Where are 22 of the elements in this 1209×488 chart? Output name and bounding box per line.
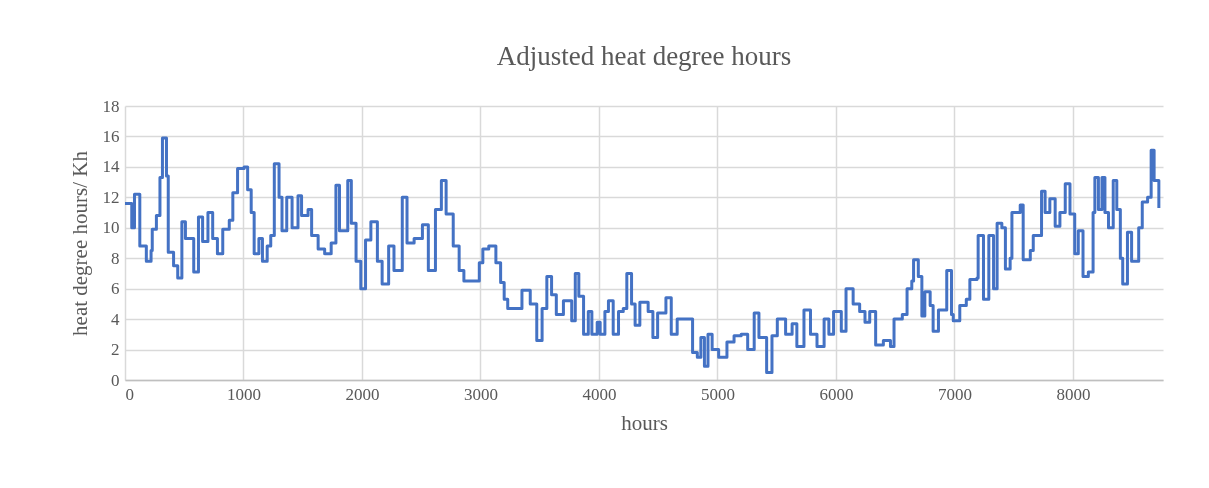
x-tick-label: 2000 bbox=[345, 384, 380, 404]
y-tick-label: 8 bbox=[111, 248, 120, 268]
x-tick-label: 1000 bbox=[226, 384, 261, 404]
y-tick-label: 4 bbox=[111, 309, 120, 329]
y-tick-label: 14 bbox=[102, 157, 120, 177]
x-tick-label: 3000 bbox=[463, 384, 498, 404]
y-tick-label: 0 bbox=[111, 370, 120, 390]
x-tick-label: 0 bbox=[125, 384, 134, 404]
y-axis-title: heat degree hours/ Kh bbox=[67, 150, 92, 336]
y-tick-label: 2 bbox=[111, 340, 120, 360]
x-tick-label: 4000 bbox=[582, 384, 617, 404]
x-tick-label: 5000 bbox=[700, 384, 735, 404]
y-tick-label: 10 bbox=[102, 218, 120, 238]
x-tick-label: 6000 bbox=[819, 384, 854, 404]
chart-title: Adjusted heat degree hours bbox=[496, 41, 792, 71]
y-tick-label: 16 bbox=[102, 126, 120, 146]
x-tick-label: 7000 bbox=[937, 384, 972, 404]
y-tick-label: 18 bbox=[102, 96, 120, 116]
x-axis-title: hours bbox=[621, 410, 668, 435]
y-tick-label: 12 bbox=[102, 187, 120, 207]
y-tick-label: 6 bbox=[111, 279, 120, 299]
x-tick-label: 8000 bbox=[1056, 384, 1091, 404]
